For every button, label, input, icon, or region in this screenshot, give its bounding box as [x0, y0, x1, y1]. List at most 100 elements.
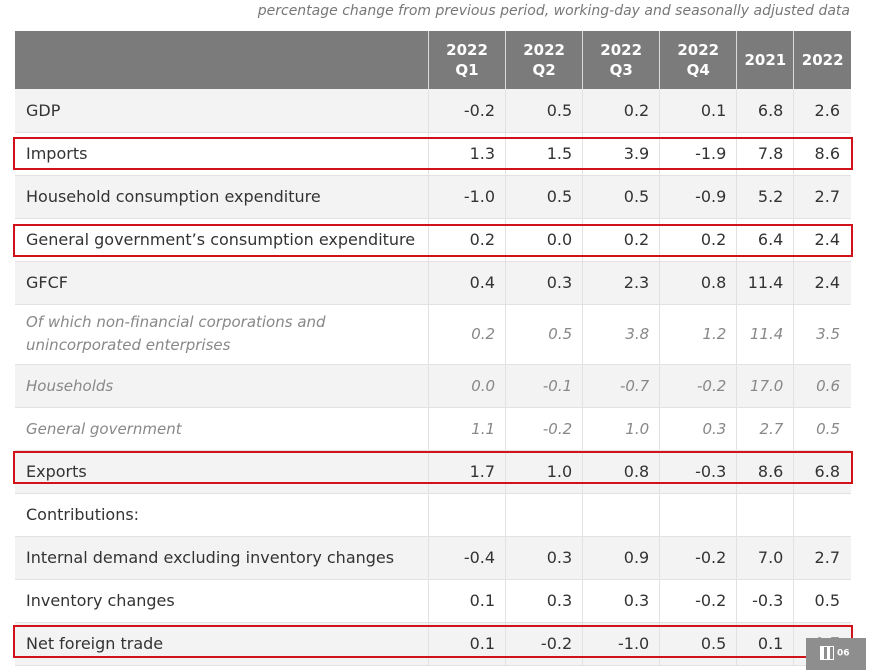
badge-text: 06 — [837, 648, 850, 659]
row-label: General government — [15, 407, 429, 451]
cell-value: 11.4 — [736, 261, 795, 305]
cell-value: 2.4 — [793, 261, 851, 305]
header-label-cell — [15, 31, 429, 89]
table-row: Internal demand excluding inventory chan… — [15, 536, 851, 580]
cell-value: 0.5 — [505, 89, 584, 133]
cell-value: 17.0 — [736, 364, 795, 408]
cell-value — [505, 493, 584, 537]
row-label: GFCF — [15, 261, 429, 305]
cell-value: 2.4 — [793, 218, 851, 262]
cell-value: 2.3 — [582, 261, 661, 305]
row-label: Inventory changes — [15, 579, 429, 623]
table-row: Of which non-financial corporations and … — [15, 304, 851, 365]
cell-value: 5.2 — [736, 175, 795, 219]
cell-value — [428, 493, 507, 537]
cell-value: -1.0 — [428, 175, 507, 219]
cell-value: -0.3 — [736, 579, 795, 623]
cell-value: -0.3 — [659, 450, 738, 494]
row-label: Of which non-financial corporations and … — [15, 304, 429, 365]
cell-value: 0.5 — [793, 407, 851, 451]
cell-value: 0.2 — [428, 304, 507, 365]
cell-value — [793, 493, 851, 537]
cell-value: -0.2 — [659, 536, 738, 580]
cell-value: 0.5 — [505, 304, 584, 365]
cell-value: 3.8 — [582, 304, 661, 365]
cell-value: -0.9 — [659, 175, 738, 219]
cell-value: 0.5 — [505, 175, 584, 219]
cell-value: -0.1 — [505, 364, 584, 408]
cell-value: 1.0 — [582, 407, 661, 451]
cell-value: 6.8 — [736, 89, 795, 133]
row-label: GDP — [15, 89, 429, 133]
cell-value: 0.1 — [659, 89, 738, 133]
cell-value: 1.2 — [659, 304, 738, 365]
table-row: Household consumption expenditure -1.0 0… — [15, 175, 851, 219]
table-row: GDP -0.2 0.5 0.2 0.1 6.8 2.6 — [15, 89, 851, 133]
cell-value: 0.5 — [793, 579, 851, 623]
cell-value: 11.4 — [736, 304, 795, 365]
row-label: General government’s consumption expendi… — [15, 218, 429, 262]
cell-value: 0.1 — [428, 622, 507, 666]
cell-value: 7.0 — [736, 536, 795, 580]
row-label: Exports — [15, 450, 429, 494]
cell-value: 2.7 — [736, 407, 795, 451]
cell-value: 3.5 — [793, 304, 851, 365]
cell-value: -0.2 — [428, 89, 507, 133]
cell-value: 0.3 — [505, 261, 584, 305]
cell-value: 0.2 — [428, 218, 507, 262]
row-label: Contributions: — [15, 493, 429, 537]
cell-value: 6.8 — [793, 450, 851, 494]
cell-value: 0.3 — [582, 579, 661, 623]
cell-value: 0.5 — [582, 175, 661, 219]
cell-value: -0.2 — [505, 622, 584, 666]
row-label: Net foreign trade — [15, 622, 429, 666]
cell-value: 0.1 — [736, 622, 795, 666]
page-badge[interactable]: 06 — [806, 638, 866, 670]
cell-value: 0.8 — [582, 450, 661, 494]
column-header: 2022 Q3 — [582, 31, 661, 89]
cell-value: 1.0 — [505, 450, 584, 494]
cell-value: 0.5 — [659, 622, 738, 666]
data-table: 2022 Q1 2022 Q2 2022 Q3 2022 Q4 2021 2022 GD… — [15, 31, 851, 666]
header-row: 2022 Q1 2022 Q2 2022 Q3 2022 Q4 2021 2022 — [15, 31, 851, 89]
cell-value: 6.4 — [736, 218, 795, 262]
cell-value: -0.2 — [659, 364, 738, 408]
cell-value: 3.9 — [582, 132, 661, 176]
cell-value: 0.8 — [659, 261, 738, 305]
table-row: Households 0.0 -0.1 -0.7 -0.2 17.0 0.6 — [15, 364, 851, 408]
row-label: Households — [15, 364, 429, 408]
cell-value: -0.2 — [505, 407, 584, 451]
cell-value: 1.5 — [505, 132, 584, 176]
column-header: 2022 Q4 — [659, 31, 738, 89]
cell-value — [582, 493, 661, 537]
column-header: 2021 — [736, 31, 795, 89]
cell-value: -0.4 — [428, 536, 507, 580]
table-row: General government’s consumption expendi… — [15, 218, 851, 262]
table-row: Inventory changes 0.1 0.3 0.3 -0.2 -0.3 … — [15, 579, 851, 623]
cell-value: 2.7 — [793, 175, 851, 219]
cell-value: 7.8 — [736, 132, 795, 176]
cell-value: 0.3 — [505, 536, 584, 580]
cell-value: 0.3 — [505, 579, 584, 623]
table-row: Imports 1.3 1.5 3.9 -1.9 7.8 8.6 — [15, 132, 851, 176]
cell-value: 0.3 — [659, 407, 738, 451]
cell-value: -0.2 — [659, 579, 738, 623]
cell-value: -1.9 — [659, 132, 738, 176]
cell-value: 0.1 — [428, 579, 507, 623]
row-label: Internal demand excluding inventory chan… — [15, 536, 429, 580]
cell-value: 0.9 — [582, 536, 661, 580]
cell-value: 1.7 — [428, 450, 507, 494]
table-row: Exports 1.7 1.0 0.8 -0.3 8.6 6.8 — [15, 450, 851, 494]
cell-value: 0.2 — [659, 218, 738, 262]
cell-value: 0.0 — [428, 364, 507, 408]
table-row: Net foreign trade 0.1 -0.2 -1.0 0.5 0.1 … — [15, 622, 851, 666]
cell-value: -1.0 — [582, 622, 661, 666]
cell-value: 0.0 — [505, 218, 584, 262]
column-header: 2022 — [793, 31, 851, 89]
table-row: GFCF 0.4 0.3 2.3 0.8 11.4 2.4 — [15, 261, 851, 305]
table-caption: percentage change from previous period, … — [257, 3, 850, 19]
cell-value: 1.1 — [428, 407, 507, 451]
cell-value: 8.6 — [793, 132, 851, 176]
qr-code-icon — [820, 646, 834, 660]
cell-value: 0.6 — [793, 364, 851, 408]
